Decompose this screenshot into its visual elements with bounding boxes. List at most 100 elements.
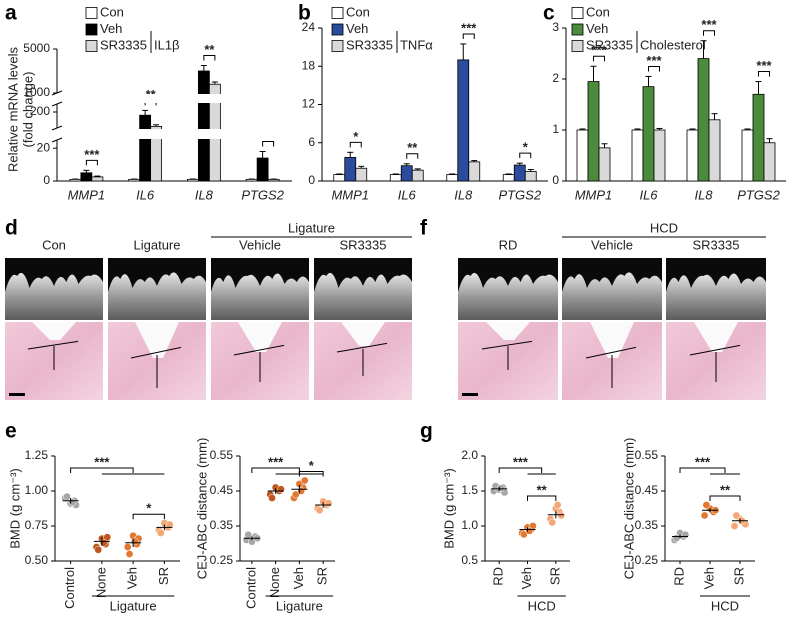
bar: [686, 129, 699, 182]
bar: [389, 174, 402, 182]
data-point: [700, 511, 709, 520]
significance-label: ***: [94, 454, 110, 469]
y-tick-label: 0: [308, 173, 315, 187]
legend-label: Con: [346, 4, 370, 19]
x-tick-label: PTGS2: [737, 187, 780, 202]
measure-line: [130, 346, 182, 359]
y-tick-label: 0.25: [210, 553, 234, 567]
x-tick-label: Control: [243, 567, 258, 609]
x-tick-label: SR: [156, 567, 171, 585]
data-point: [131, 537, 139, 546]
x-tick-label: Veh: [125, 567, 140, 589]
measure-line: [481, 340, 533, 350]
tooth-rendering: [458, 272, 558, 320]
x-tick-label: SR: [731, 567, 746, 585]
legend-swatch: [331, 40, 344, 52]
significance-bracket: [679, 467, 726, 473]
significance-bracket: [648, 65, 660, 72]
y-tick-label: 1.00: [25, 483, 49, 497]
data-point: [324, 499, 333, 508]
y-tick-label: 0: [43, 173, 50, 187]
group-label: Ligature: [110, 598, 157, 613]
measure-line: [336, 342, 388, 353]
legend-label: SR3335: [586, 37, 633, 52]
y-tick-label: 0.35: [635, 518, 659, 532]
x-tick-label: Veh: [519, 567, 534, 589]
data-point: [244, 530, 253, 539]
data-point: [681, 530, 690, 539]
y-tick-label: 12: [302, 97, 316, 111]
bar: [91, 176, 104, 182]
y-tick-label: 2: [552, 71, 559, 85]
significance-bracket: [758, 71, 770, 77]
significance-bracket: [703, 30, 715, 36]
measure-line: [585, 346, 637, 359]
bar: [333, 174, 346, 182]
bar: [139, 114, 152, 182]
data-point: [99, 538, 108, 547]
bar: [245, 178, 258, 182]
y-tick-label: 1: [552, 122, 559, 136]
panel-letter: f: [420, 217, 428, 240]
data-point: [732, 511, 741, 520]
axis-break-mark: [51, 101, 63, 107]
treatment-label: IL1β: [154, 37, 180, 52]
treatment-label: TNFα: [400, 37, 433, 52]
bar: [587, 81, 600, 182]
data-point: [165, 520, 174, 529]
legend-label: Veh: [346, 21, 368, 36]
legend-swatch: [571, 40, 584, 52]
data-point: [553, 501, 562, 509]
significance-bracket: [527, 495, 557, 501]
legend-swatch: [571, 7, 584, 19]
x-tick-label: IL6: [639, 187, 658, 202]
x-tick-label: Control: [62, 567, 77, 609]
tooth-rendering: [211, 273, 309, 320]
significance-bracket: [462, 33, 475, 39]
bar: [752, 93, 765, 182]
y-tick-label: 200: [30, 104, 50, 118]
significance-bracket: [85, 159, 98, 166]
significance-label: ***: [84, 147, 100, 162]
x-tick-label: Veh: [701, 567, 716, 589]
bar: [344, 157, 357, 182]
x-tick-label: None: [267, 567, 282, 598]
axis-break-gap: [54, 129, 292, 139]
x-tick-label: MMP1: [68, 187, 106, 202]
legend-swatch: [85, 23, 98, 36]
y-tick-label: 18: [302, 58, 316, 72]
significance-bracket: [406, 153, 419, 159]
legend-label: SR3335: [346, 37, 393, 52]
significance-bracket: [298, 471, 324, 477]
bar: [267, 178, 280, 182]
column-label: Ligature: [134, 237, 181, 252]
group-header: Ligature: [288, 220, 335, 235]
data-point: [63, 492, 71, 501]
significance-label: **: [537, 482, 548, 497]
data-point: [94, 545, 103, 554]
data-point: [525, 527, 534, 535]
y-tick-label: 5000: [23, 41, 50, 55]
significance-label: ***: [646, 53, 662, 68]
x-tick-label: IL8: [454, 187, 473, 202]
group-label: Ligature: [276, 598, 323, 613]
column-label: Vehicle: [591, 237, 633, 252]
data-point: [268, 494, 276, 502]
y-tick-label: 0.45: [210, 483, 234, 497]
legend-swatch: [85, 40, 98, 52]
histology-gap: [238, 322, 282, 352]
y-tick-label: 0.45: [635, 483, 659, 497]
y-axis-label: CEJ-ABC distance (mm): [621, 438, 636, 580]
tooth-rendering: [314, 272, 412, 320]
bar: [598, 147, 611, 182]
histology-gap: [135, 322, 179, 358]
significance-label: ***: [695, 454, 711, 469]
data-point: [730, 522, 739, 530]
data-point: [156, 529, 165, 537]
bar: [708, 119, 721, 182]
bar: [197, 70, 210, 182]
panel-letter: d: [5, 217, 18, 240]
bar: [576, 129, 589, 182]
x-tick-label: PTGS2: [241, 187, 284, 202]
y-tick-label: 1.25: [25, 448, 49, 462]
